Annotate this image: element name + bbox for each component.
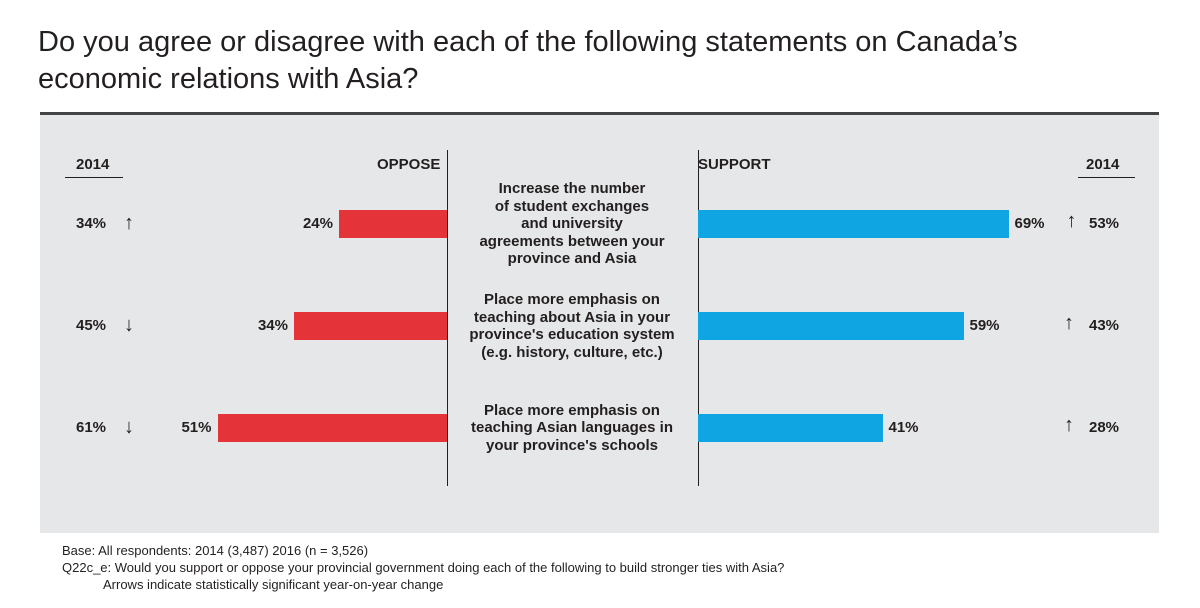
question-note: Q22c_e: Would you support or oppose your…	[62, 560, 785, 575]
oppose-2014-value: 34%	[76, 215, 107, 232]
statement-label: Place more emphasis on teaching Asian lan…	[455, 402, 689, 455]
statement-line: teaching about Asia in your	[473, 308, 671, 326]
statement-label: Increase the number of student exchanges a…	[455, 180, 689, 268]
base-note: Base: All respondents: 2014 (3,487) 2016…	[62, 543, 369, 558]
statement-line: Increase the number	[498, 180, 646, 198]
support-header: SUPPORT	[698, 156, 771, 173]
oppose-2014-value: 45%	[76, 317, 107, 334]
left-year-header: 2014	[76, 156, 110, 173]
arrow-up-icon: ↑	[1064, 414, 1074, 436]
support-value-label: 69%	[1014, 215, 1045, 232]
support-value-label: 41%	[888, 419, 919, 436]
statement-line: Place more emphasis on	[484, 401, 660, 419]
chart-title: Do you agree or disagree with each of th…	[38, 24, 1168, 98]
arrows-note: Arrows indicate statistically significan…	[103, 577, 444, 592]
statement-line: agreements between your	[479, 232, 665, 250]
oppose-header: OPPOSE	[377, 156, 441, 173]
support-bar	[698, 210, 1009, 238]
statement-line: and university	[521, 215, 623, 233]
oppose-axis-line	[447, 150, 448, 486]
support-2014-value: 43%	[1089, 317, 1120, 334]
oppose-bar	[294, 312, 447, 340]
chart-panel	[40, 115, 1159, 533]
support-bar	[698, 312, 964, 340]
title-line-2: economic relations with Asia?	[38, 63, 419, 95]
oppose-value-label: 51%	[181, 419, 212, 436]
arrow-up-icon: ↑	[1066, 210, 1077, 232]
arrow-up-icon: ↑	[1064, 312, 1074, 334]
arrow-up-icon: ↑	[124, 212, 134, 234]
oppose-value-label: 24%	[302, 215, 333, 232]
arrow-down-icon: ↓	[124, 416, 134, 438]
oppose-value-label: 34%	[257, 317, 288, 334]
support-value-label: 59%	[969, 317, 1000, 334]
title-rule	[40, 112, 1159, 115]
statement-line: province and Asia	[507, 250, 637, 268]
statement-line: teaching Asian languages in	[471, 419, 673, 437]
support-2014-value: 28%	[1089, 419, 1120, 436]
statement-line: Place more emphasis on	[484, 291, 660, 308]
right-year-underline	[1078, 177, 1135, 178]
oppose-bar	[339, 210, 447, 238]
oppose-bar	[217, 414, 447, 442]
title-line-1: Do you agree or disagree with each of th…	[38, 26, 1018, 58]
oppose-2014-value: 61%	[76, 419, 107, 436]
support-bar	[698, 414, 883, 442]
right-year-header: 2014	[1086, 156, 1120, 173]
arrow-down-icon: ↓	[124, 314, 134, 336]
statement-label: Place more emphasis on teaching about Asi…	[455, 291, 689, 361]
left-year-underline	[65, 177, 123, 178]
statement-line: of student exchanges	[494, 197, 650, 215]
statement-line: your province's schools	[486, 436, 658, 454]
statement-line: (e.g. history, culture, etc.)	[481, 343, 663, 361]
statement-line: province's education system	[469, 326, 675, 343]
support-2014-value: 53%	[1089, 215, 1120, 232]
